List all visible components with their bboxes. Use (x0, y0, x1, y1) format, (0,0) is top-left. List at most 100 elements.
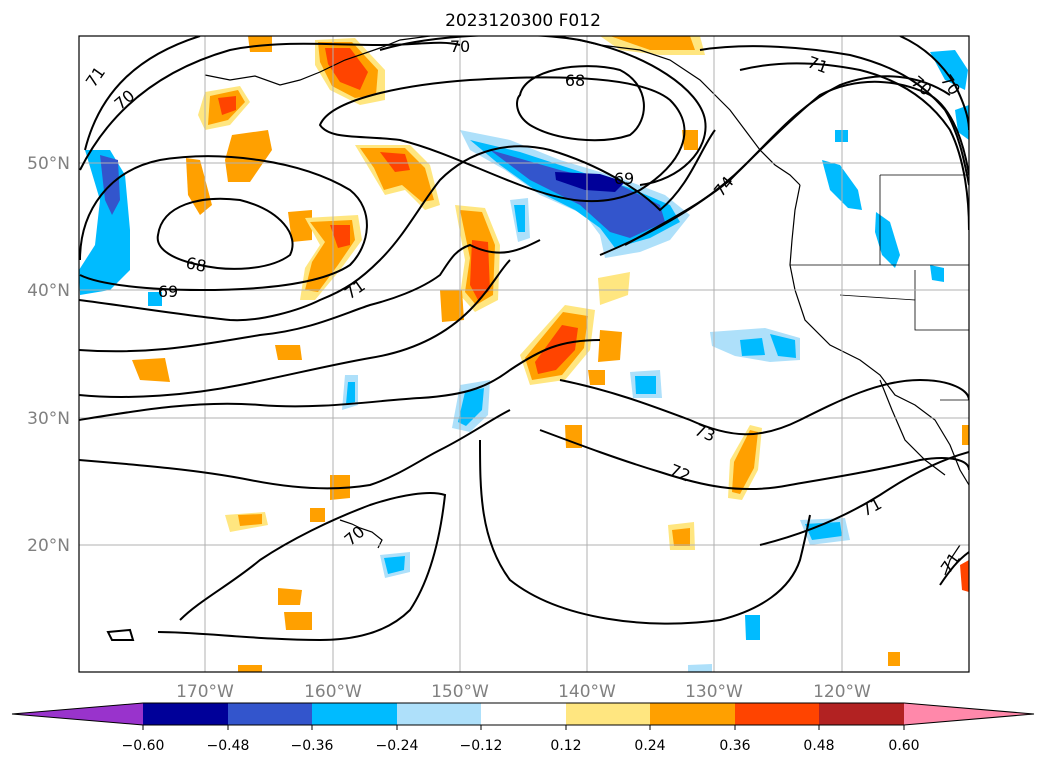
colorbar-extend-min (12, 703, 143, 725)
colorbar-tick-label: −0.36 (291, 738, 334, 754)
blue-region-east (740, 338, 765, 356)
mexico-coast (944, 544, 961, 576)
lon-label: 170°W (176, 682, 234, 702)
warm-region-south (284, 612, 312, 630)
warm-region-center (535, 325, 578, 374)
contour-72-east (539, 429, 969, 491)
blue-region-small (688, 664, 712, 672)
contour-68-low-north (516, 65, 645, 142)
lat-label: 40°N (27, 281, 70, 301)
contour-71-se-corner (939, 551, 969, 586)
lon-label: 160°W (304, 682, 362, 702)
contour-71-se (759, 451, 969, 546)
contour-70-south (157, 492, 447, 642)
lon-label: 140°W (558, 682, 616, 702)
gulf-of-alaska-coast (559, 36, 801, 186)
map-frame (78, 35, 970, 673)
lon-label: 130°W (685, 682, 743, 702)
contour-label: 69 (614, 169, 634, 188)
lat-label: 20°N (27, 536, 70, 556)
colorbar-tick-label: −0.60 (122, 738, 165, 754)
blue-region-small (346, 382, 355, 404)
contour-73-ridge (599, 75, 951, 256)
blue-region-small (148, 292, 162, 306)
state-borders (839, 294, 969, 331)
contour-72-ridge (739, 62, 969, 231)
contour-71-ne (699, 45, 969, 186)
contour-73-east (559, 378, 969, 436)
colorbar-tick-label: −0.12 (460, 738, 503, 754)
warm-region-center (440, 290, 464, 322)
blue-region-east (770, 334, 796, 358)
colorbar-ticks (142, 725, 905, 730)
colorbar-bin (735, 703, 820, 725)
colorbar-bin (650, 703, 735, 725)
lat-label: 50°N (27, 154, 70, 174)
colorbar-tick-label: −0.48 (207, 738, 250, 754)
warm-region-north (610, 36, 695, 50)
contour-71-nw (84, 36, 201, 151)
colorbar-bin (481, 703, 566, 725)
blue-region-south (384, 556, 405, 574)
blue-region-pacific-nw (490, 150, 665, 238)
blue-region-small (745, 615, 760, 640)
blue-region-south (805, 522, 842, 540)
contour-71-main (79, 129, 716, 322)
colorbar-tick-label: 0.60 (888, 738, 919, 754)
warm-region-center (470, 240, 490, 300)
contour-68-low-west (156, 197, 294, 270)
contour-69-low-west (79, 155, 368, 292)
contour-label: 68 (184, 253, 208, 276)
colorbar-bin (397, 703, 482, 725)
warm-region-south (238, 514, 262, 526)
contour-70-north (79, 41, 461, 171)
lon-label: 120°W (813, 682, 871, 702)
contour-label: 68 (565, 71, 585, 90)
contour-74-mid (79, 339, 601, 421)
map-area: 71 70 70 68 69 68 69 71 71 70 70 74 73 7… (79, 36, 969, 672)
warm-region-mid (380, 152, 410, 172)
warm-region-small (238, 665, 262, 672)
colorbar-bin (312, 703, 397, 725)
warm-region-south (672, 528, 690, 546)
warm-region-edge (962, 425, 969, 445)
warm-region-west (225, 130, 272, 182)
map-title: 2023120300 F012 (445, 11, 601, 31)
warm-region-north (248, 36, 272, 52)
warm-region-south (278, 588, 302, 605)
gridlines (79, 36, 969, 672)
contour-70-ne (899, 36, 969, 131)
anomaly-shading (79, 36, 969, 672)
blue-region-coast (875, 212, 900, 268)
blue-region-center (458, 388, 484, 426)
colorbar-bin (228, 703, 313, 725)
contour-73-mid (79, 259, 511, 398)
warm-region-east (732, 430, 758, 494)
blue-region-center (635, 376, 656, 394)
colorbar-bin (819, 703, 904, 725)
longitude-labels: 170°W 160°W 150°W 140°W 130°W 120°W (176, 682, 871, 702)
contour-72-west (79, 409, 511, 490)
contour-label: 70 (450, 37, 470, 56)
warm-region-edge (960, 560, 969, 592)
warm-region-center (598, 330, 622, 362)
warm-region-mid (330, 225, 350, 248)
colorbar-bin (143, 703, 228, 725)
blue-region-corner (930, 50, 968, 90)
colorbar-tick-label: 0.12 (550, 738, 581, 754)
colorbar-tick-label: −0.24 (376, 738, 419, 754)
colorbar-tick-label: 0.48 (803, 738, 834, 754)
blue-region-corner (930, 265, 944, 282)
colorbar-tick-label: 0.24 (634, 738, 665, 754)
hawaiian-islands (339, 519, 383, 549)
colorbar-extend-max (904, 703, 1034, 725)
warm-region-small (888, 652, 900, 666)
warm-region-small (565, 425, 582, 448)
warm-region-small (682, 130, 698, 150)
contour-label: 69 (158, 282, 178, 301)
warm-region-small (588, 370, 605, 385)
political-borders (790, 174, 969, 401)
colorbar-bin (566, 703, 651, 725)
warm-region-north (325, 48, 368, 90)
